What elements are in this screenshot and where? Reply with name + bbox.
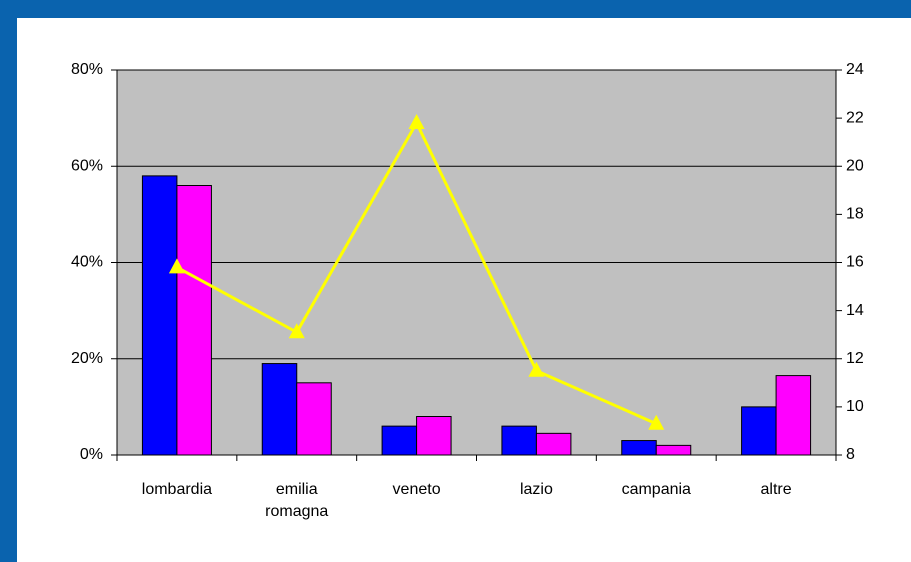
line-marker: [288, 323, 305, 339]
line-marker: [528, 361, 545, 377]
bar: [775, 375, 812, 456]
y2-tick-label: 18: [846, 206, 864, 223]
y2-tick-label: 20: [846, 157, 864, 174]
line-marker: [648, 414, 665, 430]
x-tick-label: altre: [760, 481, 792, 498]
bar: [141, 175, 178, 456]
bar: [381, 425, 418, 456]
bar: [741, 406, 777, 456]
y-tick-label: 40%: [71, 254, 103, 271]
x-tick-label: emilia romagna: [265, 481, 329, 520]
y2-tick-label: 16: [846, 254, 864, 271]
y-tick-label: 80%: [71, 61, 103, 78]
y2-tick-label: 8: [846, 446, 855, 463]
line-marker: [408, 113, 425, 129]
y2-tick-label: 22: [846, 109, 864, 126]
x-tick-label: lombardia: [141, 481, 213, 498]
bar: [621, 440, 657, 456]
y-tick-label: 60%: [71, 157, 103, 174]
y-tick-label: 20%: [71, 350, 103, 367]
y2-tick-label: 10: [846, 398, 864, 415]
x-tick-label: veneto: [392, 481, 441, 498]
y2-tick-label: 24: [846, 61, 864, 78]
y2-tick-label: 14: [846, 302, 864, 319]
x-tick-label: lazio: [519, 481, 553, 498]
bar: [501, 425, 537, 456]
bar: [535, 432, 572, 456]
line-marker: [168, 258, 185, 274]
bar: [176, 185, 212, 456]
y-tick-label: 0%: [80, 446, 103, 463]
y2-tick-label: 12: [846, 350, 864, 367]
bar: [261, 363, 298, 456]
bar: [296, 382, 332, 456]
x-tick-label: campania: [621, 481, 691, 498]
bar: [416, 416, 452, 456]
bar: [655, 444, 692, 456]
